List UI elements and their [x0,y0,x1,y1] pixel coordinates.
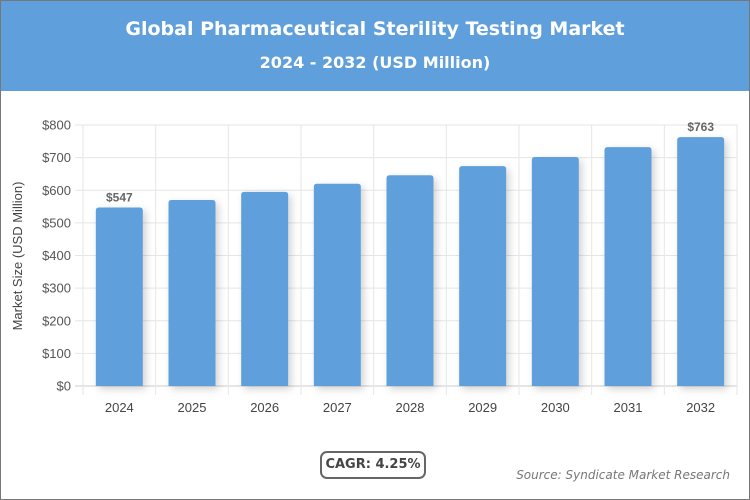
y-tick-label: $700 [42,150,71,165]
bar [241,191,289,386]
chart-header: Global Pharmaceutical Sterility Testing … [1,1,749,91]
chart-subtitle: 2024 - 2032 (USD Million) [259,53,491,72]
y-tick-label: $800 [42,118,71,133]
x-tick-label: 2031 [614,400,643,415]
x-tick-label: 2030 [541,400,570,415]
y-tick-label: $500 [42,215,71,230]
bar [604,147,652,386]
cagr-badge: CAGR: 4.25% [320,451,426,479]
bar [168,200,216,386]
y-tick-label: $300 [42,281,71,296]
y-tick-label: $400 [42,248,71,263]
data-label: $547 [106,191,133,205]
x-tick-label: 2026 [250,400,279,415]
bar [531,156,579,386]
bar [459,166,507,386]
bar [313,183,361,386]
bar [95,207,143,386]
y-tick-label: $0 [57,379,71,394]
y-tick-label: $100 [42,346,71,361]
bar [386,175,434,386]
x-tick-label: 2027 [323,400,352,415]
bar [677,137,725,386]
x-tick-label: 2024 [105,400,134,415]
source-note: Source: Syndicate Market Research [516,468,730,482]
x-tick-label: 2025 [178,400,207,415]
y-axis-label: Market Size (USD Million) [10,182,25,331]
data-label: $763 [687,120,714,134]
chart-title: Global Pharmaceutical Sterility Testing … [125,18,625,40]
y-tick-label: $600 [42,183,71,198]
x-tick-label: 2029 [468,400,497,415]
x-tick-label: 2032 [686,400,715,415]
x-tick-label: 2028 [396,400,425,415]
y-tick-label: $200 [42,313,71,328]
